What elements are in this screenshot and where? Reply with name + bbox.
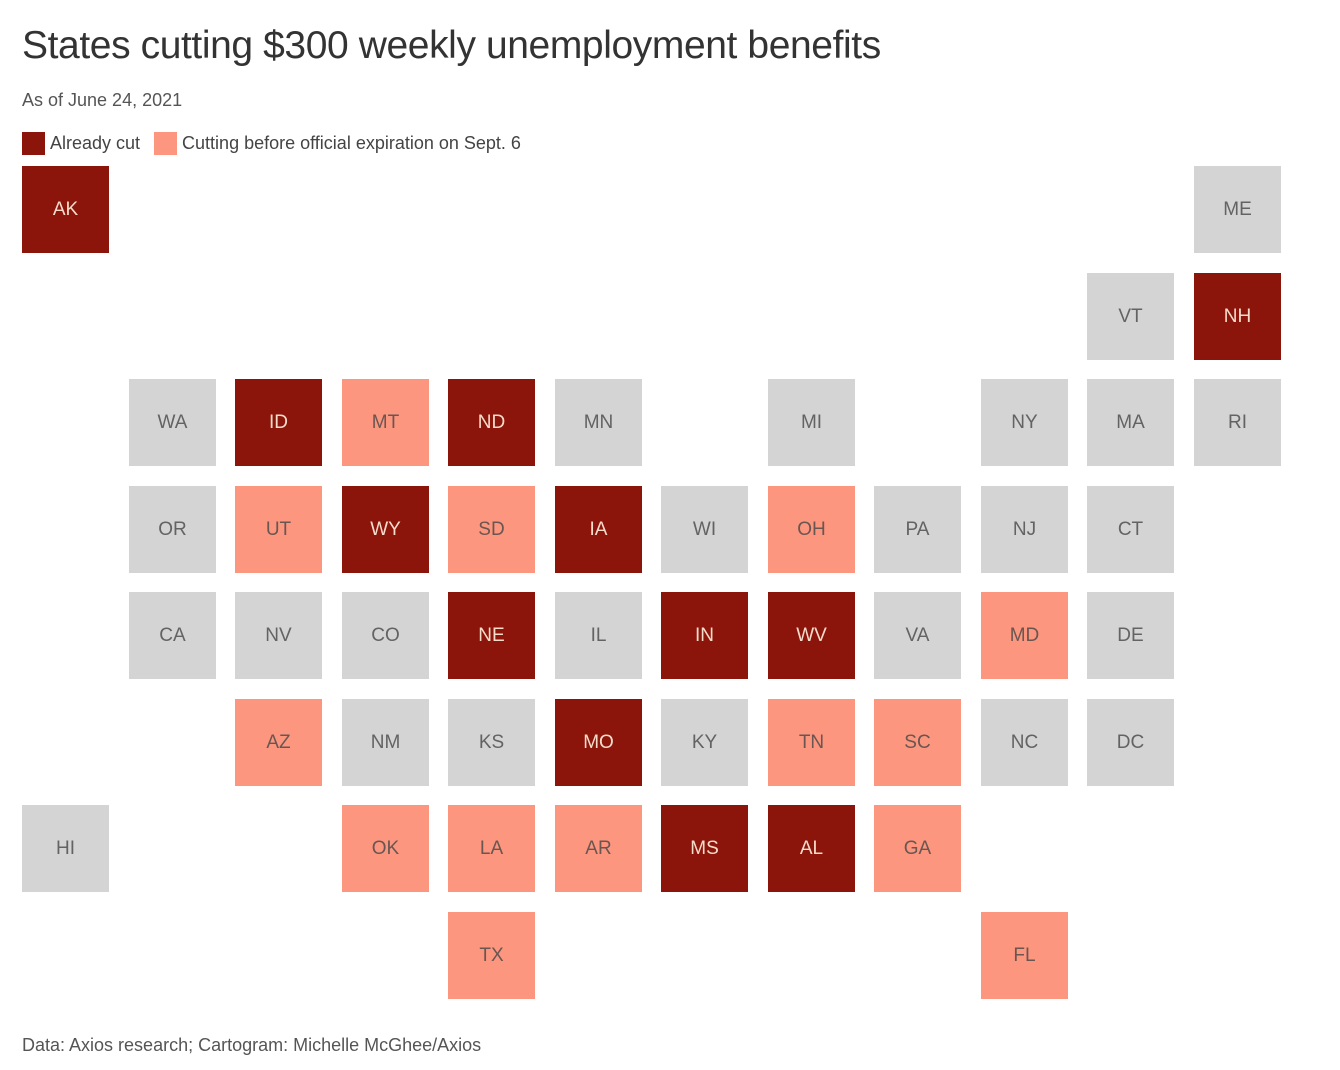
legend: Already cut Cutting before official expi… [22,132,535,155]
state-tile-co: CO [342,592,429,679]
state-tile-mo: MO [555,699,642,786]
source-credit: Data: Axios research; Cartogram: Michell… [22,1035,482,1055]
state-tile-tn: TN [768,699,855,786]
chart-title: States cutting $300 weekly unemployment … [22,24,881,67]
state-tile-vt: VT [1087,273,1174,360]
state-tile-oh: OH [768,486,855,573]
legend-swatch-cutting [154,132,178,155]
legend-label-already-cut: Already cut [50,133,141,153]
state-tile-sd: SD [448,486,535,573]
state-tile-id: ID [235,379,322,466]
state-tile-dc: DC [1087,699,1174,786]
state-tile-va: VA [874,592,961,679]
state-tile-ct: CT [1087,486,1174,573]
state-tile-ga: GA [874,805,961,892]
state-tile-hi: HI [22,805,109,892]
state-tile-ia: IA [555,486,642,573]
state-tile-ok: OK [342,805,429,892]
state-tile-wv: WV [768,592,855,679]
state-tile-nm: NM [342,699,429,786]
state-tile-ma: MA [1087,379,1174,466]
state-tile-wi: WI [661,486,748,573]
state-tile-nd: ND [448,379,535,466]
legend-label-cutting: Cutting before official expiration on Se… [182,133,521,153]
state-tile-ak: AK [22,166,109,253]
state-tile-nj: NJ [981,486,1068,573]
state-tile-ri: RI [1194,379,1281,466]
state-tile-ms: MS [661,805,748,892]
state-tile-ny: NY [981,379,1068,466]
state-tile-me: ME [1194,166,1281,253]
state-tile-ca: CA [129,592,216,679]
state-tile-mi: MI [768,379,855,466]
state-tile-wa: WA [129,379,216,466]
state-tile-fl: FL [981,912,1068,999]
state-tile-de: DE [1087,592,1174,679]
state-tile-wy: WY [342,486,429,573]
legend-item-cutting: Cutting before official expiration on Se… [154,132,521,155]
state-tile-nh: NH [1194,273,1281,360]
state-tile-tx: TX [448,912,535,999]
legend-item-already-cut: Already cut [22,132,140,155]
state-tile-or: OR [129,486,216,573]
state-tile-al: AL [768,805,855,892]
state-tile-in: IN [661,592,748,679]
state-tile-la: LA [448,805,535,892]
state-tile-mn: MN [555,379,642,466]
state-tile-ky: KY [661,699,748,786]
state-tile-ut: UT [235,486,322,573]
state-tile-mt: MT [342,379,429,466]
state-tile-sc: SC [874,699,961,786]
legend-swatch-already-cut [22,132,45,155]
chart-subtitle: As of June 24, 2021 [22,90,183,110]
state-tile-ne: NE [448,592,535,679]
state-tile-az: AZ [235,699,322,786]
state-tile-nv: NV [235,592,322,679]
state-tile-ar: AR [555,805,642,892]
state-tile-ks: KS [448,699,535,786]
state-tile-md: MD [981,592,1068,679]
state-tile-nc: NC [981,699,1068,786]
state-tile-pa: PA [874,486,961,573]
state-tile-il: IL [555,592,642,679]
